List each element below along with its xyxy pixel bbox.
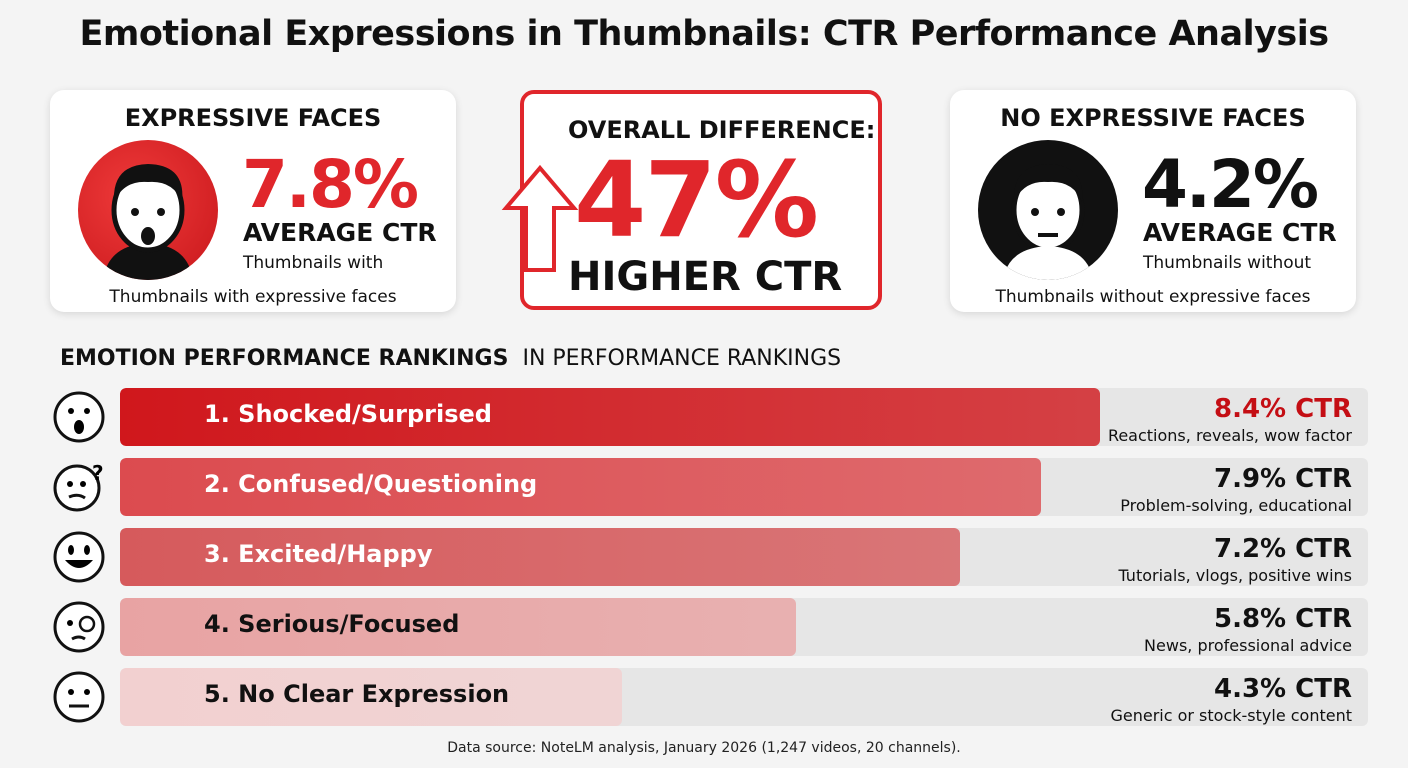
ranking-row: 3. Excited/Happy 7.2% CTR Tutorials, vlo… — [52, 528, 1368, 586]
bar — [120, 668, 622, 726]
bar — [120, 458, 1042, 516]
overall-difference-card: OVERALL DIFFERENCE: 47% HIGHER CTR — [501, 90, 882, 310]
grinning-emoji-icon — [53, 531, 105, 583]
card-heading: NO EXPRESSIVE FACES — [1000, 104, 1306, 132]
expressive-sub: Thumbnails with — [243, 253, 384, 273]
bar-description: Tutorials, vlogs, positive wins — [1118, 566, 1352, 585]
ranking-row: 4. Serious/Focused 5.8% CTR News, profes… — [52, 598, 1368, 656]
monocle-emoji-icon — [53, 601, 105, 653]
data-source: Data source: NoteLM analysis, January 20… — [447, 740, 961, 756]
bar-label: 4. Serious/Focused — [204, 610, 460, 638]
bar-label: 2. Confused/Questioning — [204, 470, 538, 498]
bar-track: 4. Serious/Focused 5.8% CTR News, profes… — [120, 598, 1368, 656]
expressive-footer: Thumbnails with expressive faces — [109, 287, 397, 307]
card-heading: EXPRESSIVE FACES — [124, 104, 382, 132]
bar-value-label: 8.4% CTR — [1214, 394, 1352, 424]
shocked-emoji-icon — [53, 391, 105, 443]
bar-track: 1. Shocked/Surprised 8.4% CTR Reactions,… — [120, 388, 1368, 446]
bar-value-label: 5.8% CTR — [1214, 604, 1352, 634]
bar — [120, 388, 1100, 446]
section-subtitle: IN PERFORMANCE RANKINGS — [522, 346, 842, 371]
no-expressive-faces-card: NO EXPRESSIVE FACES 4.2% AVERAGE CTR Thu… — [950, 90, 1356, 312]
bar — [120, 598, 797, 656]
bar-label: 1. Shocked/Surprised — [204, 400, 492, 428]
bar-value-label: 7.9% CTR — [1214, 464, 1352, 494]
ranking-row: 5. No Clear Expression 4.3% CTR Generic … — [52, 668, 1368, 726]
ranking-row: 1. Shocked/Surprised 8.4% CTR Reactions,… — [52, 388, 1368, 446]
no-expressive-ctr-value: 4.2% — [1142, 146, 1319, 223]
bar-description: Generic or stock-style content — [1110, 706, 1352, 725]
bar-value-label: 7.2% CTR — [1214, 534, 1352, 564]
expressive-ctr-label: AVERAGE CTR — [243, 218, 437, 247]
bar-label: 3. Excited/Happy — [204, 540, 433, 568]
section-heading: EMOTION PERFORMANCE RANKINGS IN PERFORMA… — [60, 346, 841, 371]
surprised-face-avatar-icon — [78, 140, 218, 280]
bar-track: 3. Excited/Happy 7.2% CTR Tutorials, vlo… — [120, 528, 1368, 586]
neutral-emoji-icon — [53, 671, 105, 723]
no-expressive-ctr-label: AVERAGE CTR — [1143, 218, 1337, 247]
expressive-ctr-value: 7.8% — [242, 146, 419, 223]
difference-sub: HIGHER CTR — [568, 254, 843, 300]
bar-label: 5. No Clear Expression — [204, 680, 510, 708]
no-expressive-footer: Thumbnails without expressive faces — [995, 287, 1311, 307]
difference-value: 47% — [574, 139, 819, 261]
ranking-row: ? 2. Confused/Questioning 7.9% CTR Probl… — [52, 458, 1368, 516]
bar-track: 2. Confused/Questioning 7.9% CTR Problem… — [120, 458, 1368, 516]
page-title: Emotional Expressions in Thumbnails: CTR… — [79, 14, 1329, 54]
section-title: EMOTION PERFORMANCE RANKINGS — [60, 346, 509, 371]
no-expressive-sub: Thumbnails without — [1143, 253, 1312, 273]
svg-text:?: ? — [92, 461, 104, 485]
bar-value-label: 4.3% CTR — [1214, 674, 1352, 704]
bar-description: News, professional advice — [1144, 636, 1352, 655]
neutral-face-avatar-icon — [978, 140, 1118, 280]
card-heading: OVERALL DIFFERENCE: — [568, 116, 876, 144]
up-arrow-icon — [501, 164, 579, 272]
expressive-faces-card: EXPRESSIVE FACES 7.8% AVERAGE CTR Thumbn… — [50, 90, 456, 312]
bar-description: Reactions, reveals, wow factor — [1107, 426, 1352, 445]
thinking-emoji-icon: ? — [53, 461, 104, 512]
bar-description: Problem-solving, educational — [1120, 496, 1352, 515]
bar — [120, 528, 960, 586]
bar-track: 5. No Clear Expression 4.3% CTR Generic … — [120, 668, 1368, 726]
